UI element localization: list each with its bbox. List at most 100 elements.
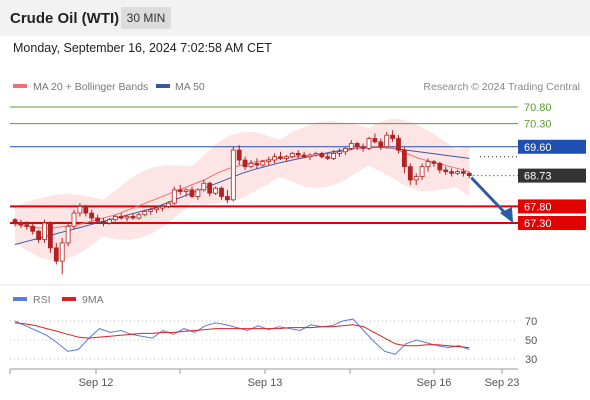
- x-axis-ticks: Sep 12 Sep 13 Sep 16 Sep 23: [9, 369, 520, 389]
- candle-body: [160, 206, 165, 209]
- candle-body: [207, 182, 213, 194]
- candle-body: [219, 187, 224, 197]
- rsi-line: [14, 318, 470, 355]
- pivot-label: 69.60: [524, 142, 552, 154]
- candle-body: [124, 215, 130, 219]
- candle-body: [236, 149, 242, 161]
- candle-body: [437, 162, 443, 171]
- candle-body: [242, 159, 248, 168]
- candle-body: [366, 138, 372, 149]
- candle-body: [396, 138, 401, 151]
- candle-body: [254, 162, 260, 166]
- candle-body: [12, 219, 18, 224]
- rsi-ma-line: [14, 322, 470, 349]
- rsi-ma-legend-swatch: [62, 297, 76, 301]
- ma20-legend-label: MA 20 + Bollinger Bands: [33, 81, 148, 93]
- candle-body: [112, 215, 118, 221]
- candle-body: [136, 214, 142, 219]
- candle-body: [42, 222, 47, 240]
- rsi-axis-label: 30: [525, 354, 537, 366]
- rsi-legend-label: RSI: [33, 294, 51, 306]
- level-labels: 70.80 70.30 69.60 68.73 67.80 67.30: [518, 102, 586, 230]
- candle-body: [177, 189, 183, 192]
- ma20-line: [14, 146, 470, 229]
- candle-body: [390, 134, 396, 139]
- rsi-ma-legend-label: 9MA: [82, 294, 104, 306]
- candle-body: [107, 219, 112, 224]
- ma50-legend-swatch: [156, 84, 170, 88]
- candle-body: [142, 210, 148, 216]
- candle-body: [230, 149, 236, 201]
- candle-body: [419, 166, 425, 178]
- candle-body: [460, 171, 466, 174]
- bollinger-band: [15, 118, 470, 261]
- candle-body: [289, 152, 295, 158]
- candle-body: [148, 209, 154, 212]
- support-label-box: [518, 199, 586, 214]
- candle-body: [384, 134, 390, 148]
- candle-body: [319, 152, 325, 158]
- candle-body: [360, 146, 366, 149]
- candle-body: [455, 171, 460, 174]
- candle-body: [130, 215, 136, 219]
- timeframe-badge[interactable]: 30 MIN: [121, 7, 171, 29]
- rsi-panel: 30 50 70: [10, 316, 537, 366]
- candle-body: [89, 212, 95, 219]
- x-tick-label: Sep 16: [417, 377, 452, 389]
- candle-body: [313, 152, 319, 156]
- candle-body: [425, 161, 431, 168]
- candle-body: [18, 222, 24, 226]
- candle-body: [48, 222, 53, 249]
- candle-body: [301, 154, 307, 158]
- candle-body: [443, 169, 449, 173]
- candle-body: [30, 225, 36, 232]
- candle-body: [248, 162, 254, 168]
- candle-body: [201, 182, 207, 191]
- candle-body: [342, 148, 348, 153]
- candle-body: [407, 166, 413, 181]
- credit-text: Research © 2024 Trading Central: [423, 81, 580, 93]
- rsi-axis-label: 70: [525, 316, 537, 328]
- rsi-axis-label: 50: [525, 335, 537, 347]
- rsi-legend-swatch: [13, 297, 27, 301]
- candle-body: [118, 215, 124, 219]
- candle-body: [77, 206, 83, 214]
- pivot-label-box: [518, 139, 586, 154]
- candle-body: [348, 143, 354, 149]
- candle-body: [195, 189, 201, 197]
- last-price-label-box: [518, 168, 586, 183]
- candle-body: [266, 159, 272, 163]
- candle-body: [65, 225, 71, 244]
- candle-body: [378, 141, 384, 148]
- candle-body: [354, 143, 360, 148]
- candle-body: [189, 189, 195, 197]
- candle-body: [83, 206, 89, 214]
- x-tick-label: Sep 12: [79, 377, 114, 389]
- x-tick-label: Sep 23: [485, 377, 520, 389]
- candle-body: [165, 202, 171, 207]
- candle-body: [36, 230, 41, 240]
- candle-body: [401, 149, 407, 168]
- candle-body: [224, 196, 230, 201]
- candle-body: [325, 156, 331, 159]
- candle-body: [431, 161, 437, 164]
- bollinger-band-area: [15, 118, 470, 261]
- ma50-legend-label: MA 50: [175, 81, 205, 93]
- ma20-legend-swatch: [13, 84, 27, 88]
- candle-body: [466, 172, 472, 177]
- candle-body: [71, 212, 77, 227]
- candle-body: [372, 138, 378, 143]
- candle-body: [337, 151, 342, 154]
- candle-body: [154, 207, 160, 211]
- candle-body: [101, 220, 106, 224]
- candle-body: [171, 189, 177, 204]
- instrument-title: Crude Oil (WTI): [10, 10, 120, 27]
- candle-body: [283, 156, 289, 159]
- support-label: 67.80: [524, 201, 552, 213]
- header-bar: Crude Oil (WTI) 30 MIN: [0, 0, 590, 36]
- candle-body: [278, 156, 283, 159]
- candle-body: [331, 152, 337, 159]
- support-label-box: [518, 216, 586, 230]
- resistance-label: 70.30: [524, 119, 552, 131]
